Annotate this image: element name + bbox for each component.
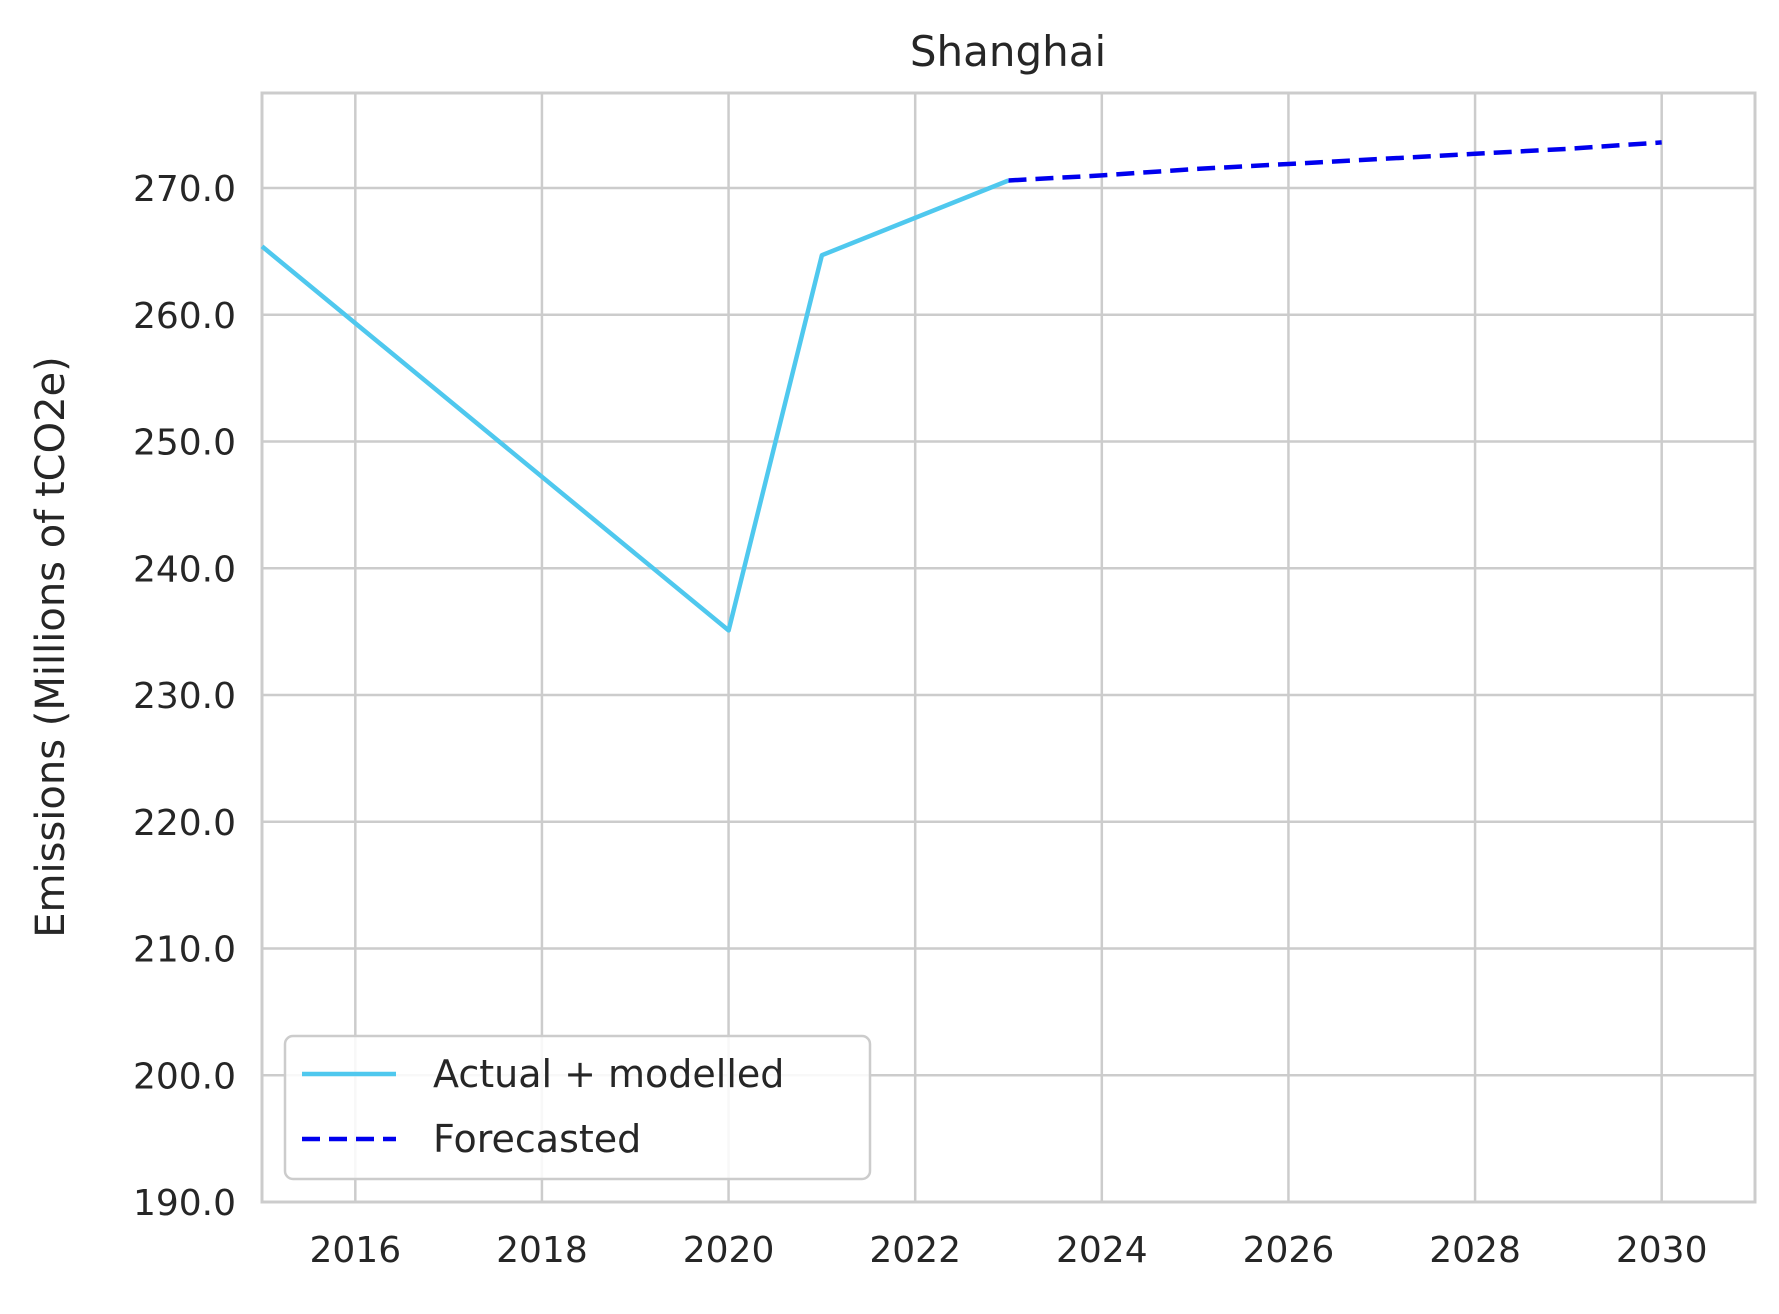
y-tick-label: 210.0 — [133, 930, 236, 971]
y-tick-label: 240.0 — [133, 549, 236, 590]
x-tick-label: 2024 — [1056, 1230, 1148, 1271]
y-tick-label: 250.0 — [133, 423, 236, 464]
x-tick-label: 2018 — [496, 1230, 588, 1271]
plot-frame — [260, 91, 1757, 1204]
y-axis-label: Emissions (Millions of tCO2e) — [28, 356, 74, 938]
x-tick-label: 2026 — [1243, 1230, 1335, 1271]
chart-title: Shanghai — [910, 27, 1106, 76]
legend-label-actual: Actual + modelled — [433, 1052, 784, 1096]
y-tick-label: 270.0 — [133, 169, 236, 210]
series-line-forecasted — [1008, 140, 1662, 183]
y-tick-labels: 190.0 200.0 210.0 220.0 230.0 240.0 250.0 260.0… — [133, 169, 236, 1224]
y-tick-label: 190.0 — [133, 1183, 236, 1224]
y-tick-label: 260.0 — [133, 296, 236, 337]
legend-box — [283, 1034, 872, 1181]
series-layer — [260, 140, 1662, 633]
x-tick-labels: 2016 2018 2020 2022 2024 2026 2028 2030 — [310, 1230, 1708, 1271]
x-tick-label: 2028 — [1429, 1230, 1521, 1271]
y-tick-label: 230.0 — [133, 676, 236, 717]
x-tick-label: 2030 — [1616, 1230, 1708, 1271]
x-tick-label: 2020 — [683, 1230, 775, 1271]
x-tick-label: 2022 — [869, 1230, 961, 1271]
series-line-actual — [260, 178, 1010, 633]
y-tick-label: 220.0 — [133, 803, 236, 844]
x-tick-label: 2016 — [310, 1230, 402, 1271]
grid — [262, 93, 1755, 1204]
y-tick-label: 200.0 — [133, 1056, 236, 1097]
legend-label-forecasted: Forecasted — [433, 1117, 641, 1161]
legend: Actual + modelled Forecasted — [283, 1034, 872, 1181]
